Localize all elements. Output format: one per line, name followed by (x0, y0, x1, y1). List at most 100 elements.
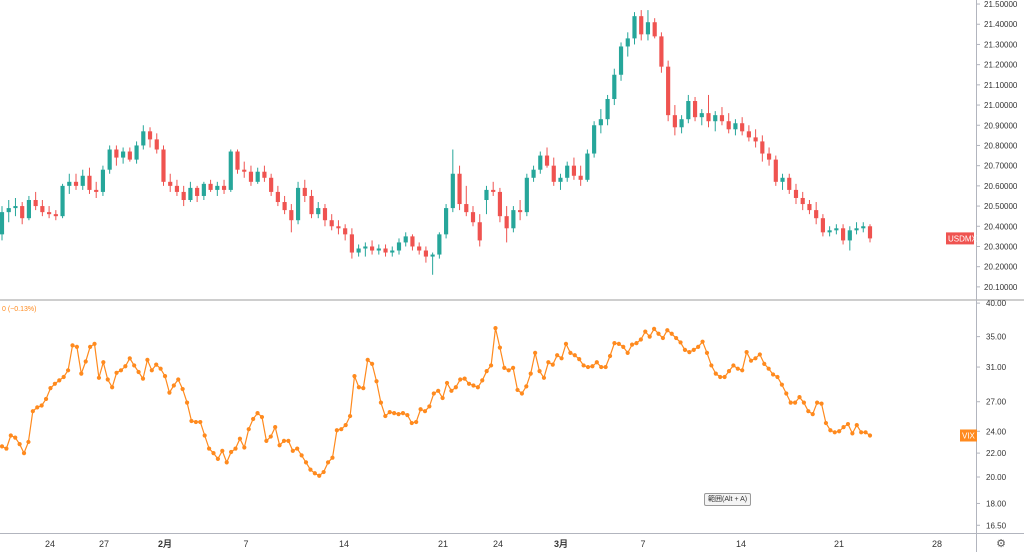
vix-pane (0, 326, 873, 478)
vix-point (612, 341, 617, 346)
vix-y-tick-label: 35.00 (986, 333, 1007, 342)
vix-point (638, 337, 643, 342)
candle-body (491, 189, 496, 192)
vix-point (52, 381, 57, 386)
vix-point (660, 335, 666, 341)
vix-point (665, 328, 670, 333)
candle-body (686, 101, 691, 120)
vix-point (466, 381, 472, 386)
vix-point (224, 460, 229, 465)
vix-point (171, 383, 176, 388)
vix-point (70, 343, 75, 348)
vix-legend-value: 0 (−0.13%) (2, 306, 36, 313)
candle-body (87, 175, 92, 190)
vix-point (585, 364, 591, 370)
candle-body (464, 204, 469, 213)
vix-y-tick-label: 31.00 (986, 363, 1007, 372)
vix-point (356, 385, 361, 390)
vix-point (669, 331, 674, 336)
usdmxn-price-tag-label: USDMXN (948, 234, 983, 243)
vix-y-tick-label: 24.00 (986, 427, 1007, 436)
vix-point (339, 427, 344, 432)
x-axis-tick-label: 3月 (554, 539, 568, 549)
usdmxn-y-tick-label: 20.50000 (984, 202, 1018, 211)
candle-body (369, 246, 375, 251)
candle-body (174, 185, 180, 192)
candle-body (154, 139, 159, 150)
vix-point (303, 460, 309, 465)
vix-point (788, 400, 793, 405)
vix-point (713, 371, 718, 376)
candle-body (141, 131, 146, 146)
candle-body (410, 236, 415, 247)
vix-point (312, 471, 317, 476)
candle-body (80, 175, 85, 186)
candle-body (201, 183, 206, 196)
candle-body (484, 189, 489, 201)
candle-body (457, 173, 462, 205)
vix-point (211, 451, 216, 456)
vix-point (511, 365, 516, 370)
vix-point (220, 448, 225, 453)
vix-point (863, 430, 868, 435)
vix-point (493, 326, 498, 331)
vix-point (687, 350, 692, 355)
vix-point (656, 331, 661, 336)
usdmxn-y-tick-label: 21.00000 (984, 101, 1018, 110)
candle-body (114, 149, 119, 158)
vix-point (709, 363, 714, 368)
candle-body (275, 191, 280, 203)
vix-point (431, 391, 436, 396)
vix-point (180, 386, 185, 392)
candle-body (800, 197, 805, 205)
vix-point (607, 353, 613, 359)
vix-point (718, 374, 723, 380)
vix-point (784, 391, 789, 396)
candle-body (746, 131, 751, 138)
vix-point (704, 350, 710, 356)
vix-point (462, 376, 467, 381)
vix-point (105, 377, 110, 382)
x-axis-tick-label: 21 (834, 539, 844, 549)
vix-point (810, 412, 815, 417)
vix-point (26, 439, 31, 445)
gear-icon[interactable]: ⚙ (996, 537, 1006, 550)
candle-body (390, 250, 395, 253)
vix-point (453, 385, 458, 390)
candle-body (349, 234, 354, 253)
candle-body (692, 101, 698, 118)
vix-point (766, 366, 771, 371)
candle-body (592, 125, 597, 154)
candle-body (504, 216, 509, 229)
vix-point (136, 369, 141, 375)
vix-point (321, 469, 326, 475)
vix-point (797, 395, 802, 400)
vix-point (546, 360, 551, 365)
candle-body (598, 119, 603, 126)
vix-point (110, 385, 115, 390)
vix-point (828, 428, 833, 433)
candle-body (713, 115, 718, 122)
vix-point (215, 456, 220, 461)
usdmxn-y-tick-label: 20.90000 (984, 121, 1018, 130)
vix-point (255, 411, 260, 416)
vix-point (696, 344, 701, 349)
candle-body (437, 234, 442, 255)
candle-body (699, 113, 704, 118)
candle-body (807, 204, 812, 211)
candle-body (127, 151, 132, 160)
vix-point (568, 350, 573, 356)
vix-point (343, 422, 348, 428)
vix-point (555, 353, 560, 358)
vix-point (819, 401, 824, 406)
vix-point (775, 374, 780, 380)
vix-point (581, 363, 586, 368)
vix-point (35, 405, 40, 410)
candle-body (787, 177, 792, 190)
candle-body (672, 115, 677, 128)
candle-body (242, 169, 247, 172)
vix-point (167, 390, 172, 395)
candle-body (13, 206, 18, 209)
